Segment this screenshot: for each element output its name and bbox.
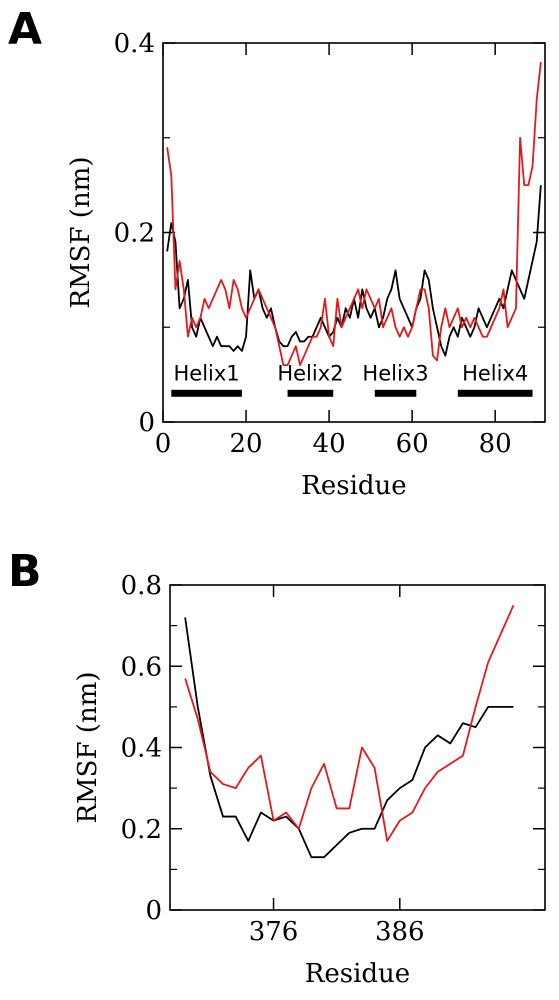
y-tick-label: 0.2 [121, 815, 162, 845]
x-tick-label: 386 [375, 917, 425, 947]
y-tick-label: 0.6 [121, 652, 162, 682]
y-tick-label: 0 [138, 408, 155, 438]
x-tick-label: 20 [229, 429, 262, 459]
helix-label: Helix1 [174, 361, 240, 385]
series-black-line [166, 185, 542, 357]
series-black-line [184, 617, 514, 859]
series-red-line [184, 604, 515, 842]
helix-bar [171, 389, 242, 397]
helix-label: Helix2 [277, 361, 343, 385]
series-red-line [166, 61, 542, 367]
y-tick-label: 0.4 [114, 29, 155, 59]
helix-label: Helix3 [362, 361, 428, 385]
helix-bar [374, 389, 417, 397]
y-tick-label: 0.8 [121, 571, 162, 601]
helix-label: Helix4 [462, 361, 528, 385]
x-axis-title: Residue [301, 471, 406, 501]
x-tick-label: 376 [249, 917, 299, 947]
x-axis-title: Residue [305, 959, 410, 989]
x-tick-label: 60 [396, 429, 429, 459]
y-tick-label: 0 [145, 896, 162, 926]
x-tick-label: 80 [479, 429, 512, 459]
helix-bar [457, 389, 533, 397]
x-tick-label: 0 [155, 429, 172, 459]
y-axis-title: RMSF (nm) [66, 156, 96, 308]
helix-bar [287, 389, 334, 397]
chart-a: 0 20 40 60 80 0 0.2 0.4 Residue RMSF (nm) Helix1 He… [66, 29, 546, 501]
plot-frame [169, 584, 546, 911]
x-tick-label: 40 [313, 429, 346, 459]
panel-a-label: A [8, 4, 42, 55]
panel-b-label: B [8, 546, 42, 597]
y-tick-label: 0.4 [121, 734, 162, 764]
y-tick-label: 0.2 [114, 219, 155, 249]
chart-b: 376 386 0 0.2 0.4 0.6 0.8 Residue RMSF (nm) [73, 571, 546, 989]
y-axis-title: RMSF (nm) [73, 671, 103, 823]
